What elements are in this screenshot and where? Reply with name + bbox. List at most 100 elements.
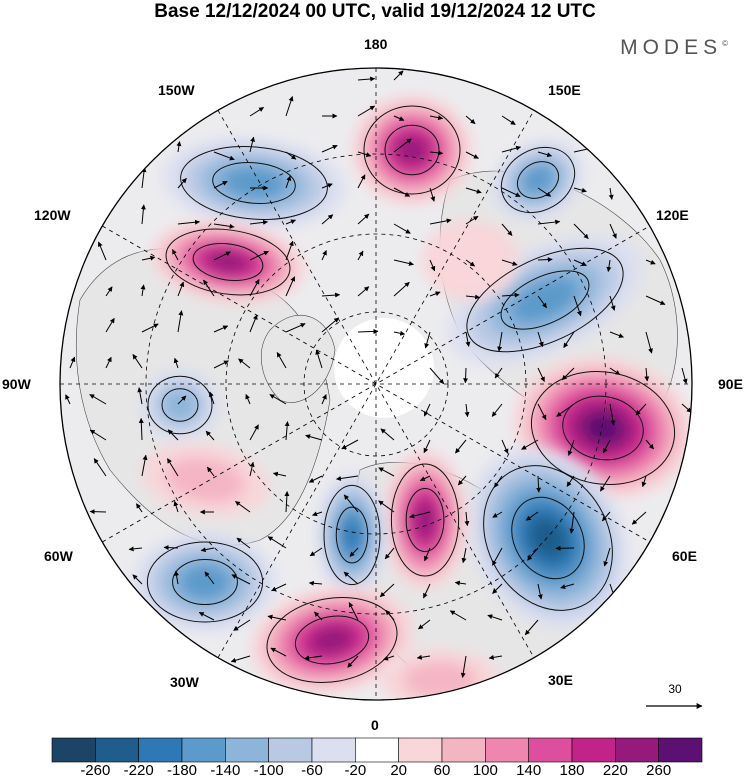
wind-arrow	[465, 294, 481, 300]
wind-arrow	[177, 177, 187, 189]
wind-arrow	[631, 511, 647, 525]
wind-arrow	[97, 241, 107, 261]
wind-arrow	[429, 150, 444, 156]
anomaly-blob	[133, 532, 277, 632]
wind-arrow	[177, 281, 185, 297]
colorbar-swatch	[268, 737, 313, 763]
colorbar-swatch	[571, 737, 616, 763]
copyright-mark: ©	[722, 39, 728, 48]
wind-arrow	[393, 281, 410, 297]
streamline	[161, 388, 199, 422]
streamline	[147, 375, 213, 435]
wind-arrow	[249, 314, 258, 333]
colorbar-swatch	[138, 737, 183, 763]
wind-arrow	[141, 454, 148, 477]
anomaly-level	[165, 457, 245, 503]
streamline	[172, 559, 238, 605]
wind-arrow	[418, 619, 431, 630]
wind-arrow	[536, 475, 542, 493]
wind-arrow	[270, 647, 287, 657]
wind-arrow	[249, 106, 265, 117]
streamline	[511, 496, 585, 580]
wind-arrow	[537, 187, 552, 197]
wind-arrow	[501, 292, 520, 298]
wind-arrow	[213, 151, 235, 161]
wind-arrow	[132, 354, 143, 369]
colorbar-tick: 140	[516, 762, 542, 779]
wind-arrow	[609, 331, 624, 338]
wind-arrow	[384, 547, 395, 560]
map-boundary	[59, 67, 693, 701]
wind-arrow	[271, 583, 287, 592]
wind-arrow	[105, 286, 113, 297]
wind-arrow	[231, 574, 251, 585]
wind-arrow	[521, 439, 539, 450]
wind-arrow	[236, 537, 251, 549]
wind-arrow	[141, 167, 147, 189]
landmass-3	[260, 314, 336, 403]
wind-arrow	[348, 602, 359, 621]
wind-arrow	[304, 655, 323, 661]
anomaly-level	[222, 167, 286, 199]
wind-arrow	[204, 571, 215, 585]
anomaly-level	[397, 136, 427, 164]
wind-arrow	[321, 183, 333, 189]
wind-arrow	[501, 439, 509, 454]
wind-arrow	[419, 475, 431, 481]
streamline	[335, 506, 369, 564]
wind-arrow	[315, 349, 323, 369]
wind-arrow	[537, 257, 553, 263]
wind-arrow	[138, 417, 144, 441]
wind-arrow	[349, 547, 359, 557]
colorbar-swatch	[95, 737, 139, 763]
wind-arrow	[89, 394, 107, 405]
wind-arrow	[213, 251, 231, 261]
wind-arrow	[167, 458, 179, 477]
wind-arrow	[285, 96, 294, 117]
streamline	[405, 488, 445, 552]
wind-arrow	[314, 611, 323, 621]
wind-arrow	[537, 403, 547, 421]
wind-arrow	[177, 395, 187, 405]
wind-arrow	[357, 328, 379, 334]
anomaly-blob	[140, 369, 220, 441]
wind-arrow	[272, 471, 287, 477]
wind-arrow	[69, 356, 76, 369]
wind-arrow	[501, 259, 518, 266]
wind-arrow	[305, 434, 323, 441]
wind-arrow	[167, 429, 179, 441]
colorbar-swatch	[528, 737, 573, 763]
anomaly-blob	[380, 650, 500, 700]
colorbar-tick: -180	[166, 762, 198, 779]
wind-arrow	[497, 331, 503, 352]
wind-arrow	[343, 494, 359, 513]
lon-label-120w: 120W	[34, 207, 71, 223]
wind-arrow	[245, 393, 251, 405]
wind-arrow	[465, 115, 476, 125]
wind-arrow	[465, 331, 471, 347]
wind-arrow	[537, 583, 543, 600]
wind-arrow	[573, 295, 582, 317]
wind-arrow	[423, 583, 431, 599]
anomaly-level	[522, 165, 554, 195]
circulation-streamlines	[146, 105, 676, 684]
wind-arrow	[429, 218, 452, 225]
wind-arrow	[308, 580, 323, 586]
wind-arrow	[208, 391, 215, 405]
wind-arrow	[140, 204, 146, 225]
streamline	[192, 243, 264, 281]
wind-arrow	[601, 511, 611, 522]
wind-arrow	[312, 511, 323, 517]
wind-arrow	[163, 545, 179, 551]
wind-arrow	[105, 356, 112, 369]
wind-arrow	[416, 654, 431, 660]
anomaly-level	[342, 517, 362, 553]
wind-arrow	[357, 286, 370, 297]
wind-arrow	[641, 475, 647, 488]
wind-arrow	[494, 367, 503, 379]
wind-arrow	[393, 223, 411, 234]
wind-arrow	[681, 403, 692, 413]
colorbar-swatch	[398, 737, 443, 763]
wind-arrow	[566, 475, 575, 487]
